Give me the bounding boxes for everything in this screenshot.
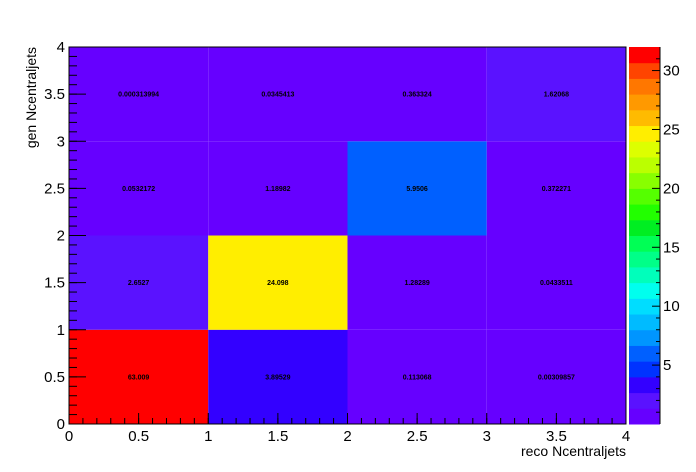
y-tick-label: 2	[57, 228, 65, 245]
cell-value-label: 0.363324	[403, 92, 432, 99]
heatmap-cell	[486, 47, 626, 142]
colorbar-band	[629, 156, 660, 174]
colorbar-band	[629, 78, 660, 95]
colorbar-band	[629, 47, 660, 64]
colorbar-band	[629, 251, 660, 268]
cell-value-label: 63.009	[128, 374, 150, 381]
colorbar-tick-label: 20	[663, 180, 680, 197]
colorbar-band	[629, 376, 660, 394]
cell-value-label: 1.18982	[265, 186, 290, 193]
colorbar-band	[629, 408, 660, 425]
colorbar-band	[629, 125, 660, 142]
heatmap-cell	[69, 141, 209, 236]
colorbar-band	[629, 109, 660, 127]
heatmap-cell	[208, 141, 348, 236]
cell-value-label: 0.113068	[403, 374, 432, 381]
x-tick-label: 4	[622, 428, 630, 445]
cell-value-label: 0.372271	[542, 186, 571, 193]
cell-value-label: 1.62068	[544, 92, 569, 99]
colorbar-band	[629, 314, 660, 331]
heatmap-cell	[347, 235, 487, 330]
colorbar-band	[629, 361, 660, 378]
heatmap-cell	[347, 329, 487, 424]
x-tick-label: 1.5	[267, 428, 288, 445]
x-tick-label: 0	[65, 428, 73, 445]
heatmap-cell	[347, 141, 487, 236]
cell-value-label: 0.000313994	[118, 92, 159, 99]
heatmap-cell	[347, 47, 487, 142]
y-tick-label: 1	[57, 322, 65, 339]
colorbar-band	[629, 345, 660, 362]
colorbar-tick-label: 25	[663, 121, 680, 138]
cell-value-label: 0.0433511	[540, 280, 573, 287]
colorbar-band	[629, 204, 660, 221]
colorbar-band	[629, 94, 660, 111]
y-tick-label: 3.5	[44, 86, 65, 103]
y-tick-label: 0.5	[44, 369, 65, 386]
heatmap-cell	[69, 329, 209, 424]
colorbar-band	[629, 188, 660, 205]
colorbar-band	[629, 266, 660, 284]
cell-value-label: 2.6527	[128, 280, 150, 287]
heatmap-cell	[69, 47, 209, 142]
colorbar-band	[629, 282, 660, 299]
heatmap-cell-labels: 63.009 3.89529 0.113068 0.00309857 2.6527 24.…	[118, 92, 575, 382]
colorbar-tick-label: 5	[663, 357, 671, 374]
cell-value-label: 1.28289	[404, 280, 429, 287]
colorbar-band	[629, 329, 660, 346]
x-axis-title: reco Ncentraljets	[521, 443, 626, 459]
heatmap-cell	[208, 235, 348, 330]
colorbar-band	[629, 392, 660, 409]
y-tick-label: 3	[57, 133, 65, 150]
x-tick-label: 2	[343, 428, 351, 445]
cell-value-label: 24.098	[267, 280, 289, 287]
colorbar-band	[629, 62, 660, 79]
y-tick-label: 0	[57, 416, 65, 433]
heatmap-cell	[486, 141, 626, 236]
heatmap-cell	[208, 47, 348, 142]
y-tick-label: 4	[57, 39, 65, 56]
colorbar-band	[629, 141, 660, 158]
x-tick-label: 0.5	[128, 428, 149, 445]
colorbar-band	[629, 219, 660, 236]
heatmap-cell	[486, 235, 626, 330]
y-axis-title: gen Ncentraljets	[23, 47, 39, 148]
axes: 0 0.5 1 1.5 2 2.5 3 3.5 4 0 0.5 1 1.5 2 2.5 3 3.5 4	[44, 39, 630, 445]
heatmap-cell	[486, 329, 626, 424]
cell-value-label: 5.9506	[406, 186, 428, 193]
heatmap-cell	[208, 329, 348, 424]
cell-value-label: 3.89529	[265, 374, 290, 381]
x-tick-label: 1	[204, 428, 212, 445]
colorbar-band	[629, 235, 660, 252]
x-tick-label: 3	[483, 428, 491, 445]
colorbar-tick-label: 30	[663, 63, 680, 80]
x-tick-label: 3.5	[546, 428, 567, 445]
colorbar-tick-label: 10	[663, 298, 680, 315]
colorbar: 5 10 15 20 25 30	[629, 47, 680, 425]
cell-value-label: 0.0345413	[261, 92, 294, 99]
x-tick-label: 2.5	[407, 428, 428, 445]
y-tick-label: 1.5	[44, 275, 65, 292]
cell-value-label: 0.0532172	[122, 186, 155, 193]
heatmap-cells	[69, 47, 626, 424]
y-tick-label: 2.5	[44, 180, 65, 197]
cell-value-label: 0.00309857	[538, 374, 575, 381]
colorbar-tick-label: 15	[663, 239, 680, 256]
colorbar-band	[629, 172, 660, 189]
heatmap-cell	[69, 235, 209, 330]
colorbar-band	[629, 298, 660, 315]
